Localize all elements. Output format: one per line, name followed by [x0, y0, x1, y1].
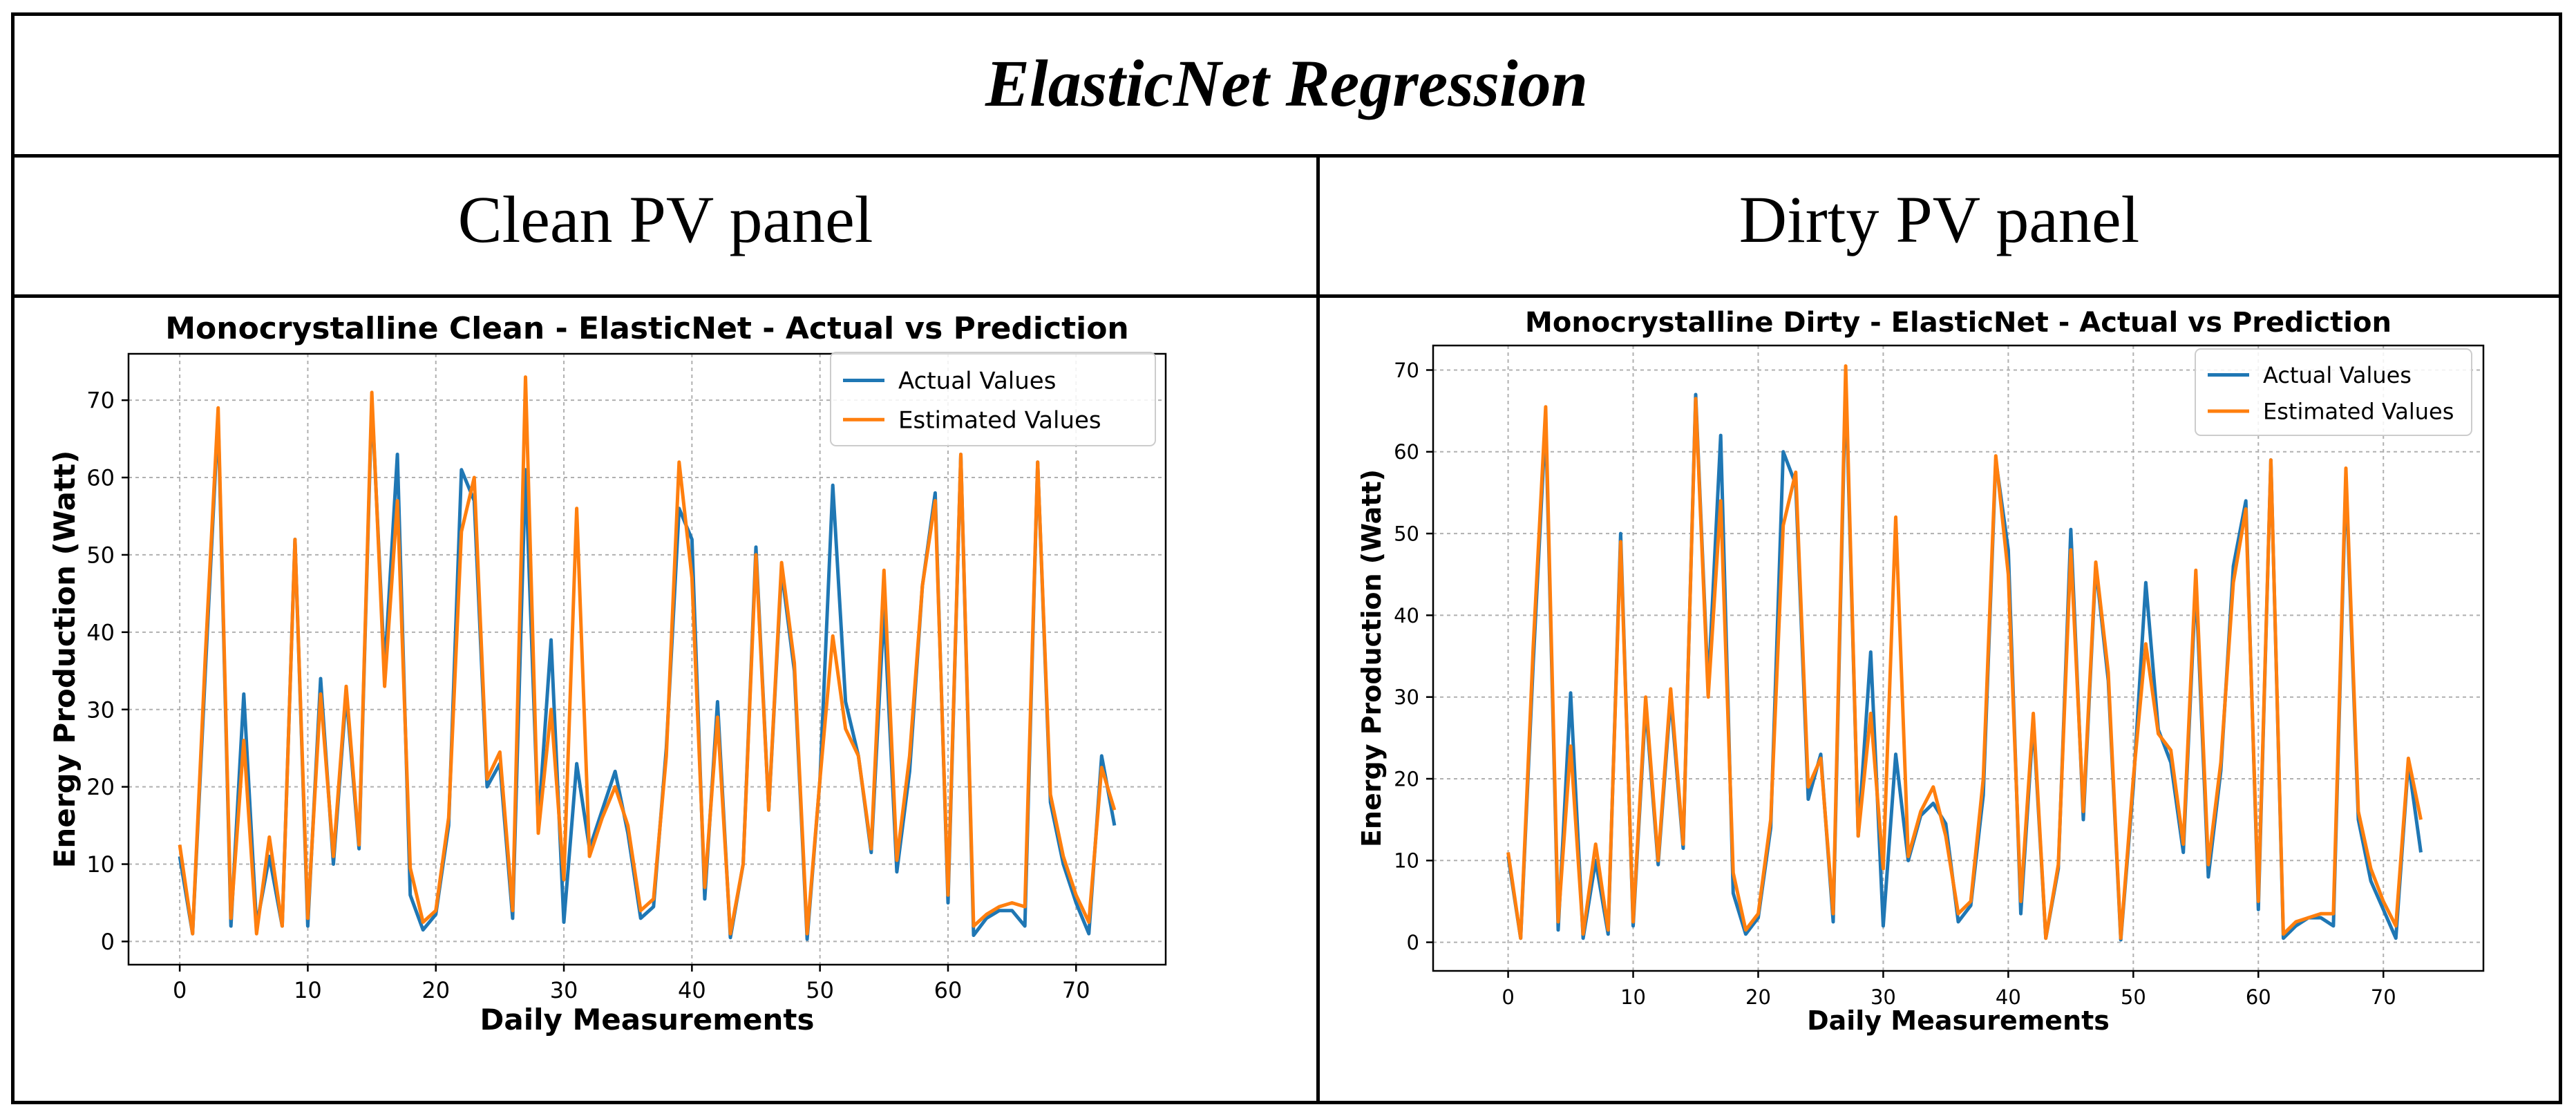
x-tick-label: 20 [1745, 985, 1771, 1009]
y-tick-label: 30 [1394, 685, 1419, 709]
x-tick-label: 70 [2371, 985, 2396, 1009]
plot-frame [1432, 344, 2485, 972]
y-tick-label: 60 [1394, 440, 1419, 464]
x-tick-label: 0 [173, 977, 187, 1003]
y-tick-label: 40 [1394, 604, 1419, 627]
y-tick-label: 50 [1394, 522, 1419, 546]
x-tick-label: 60 [2246, 985, 2271, 1009]
y-tick-label: 20 [1394, 767, 1419, 791]
series-line-estimated [178, 375, 1117, 936]
x-axis-label: Daily Measurements [480, 1003, 815, 1037]
dirty-panel-chart: 0 10 20 30 40 50 60 70 0 10 20 30 40 50 60 70 Monocrysta… [1356, 307, 2485, 1036]
legend-label-estimated: Estimated Values [2263, 399, 2454, 425]
x-tick-label: 50 [2121, 985, 2146, 1009]
legend-box [830, 352, 1156, 446]
x-tick-label: 10 [1620, 985, 1646, 1009]
clean-panel-chart: 0 10 20 30 40 50 60 70 0 10 20 30 40 50 60 70 Monocrysta… [48, 311, 1167, 1037]
y-tick-label: 20 [86, 774, 115, 800]
x-tick-label: 60 [934, 977, 963, 1003]
heading-divider [15, 294, 2559, 298]
y-tick-label: 10 [1394, 849, 1419, 873]
x-tick-label: 40 [1996, 985, 2021, 1009]
chart-title: Monocrystalline Dirty - ElasticNet - Act… [1525, 307, 2392, 339]
y-tick-label: 40 [86, 619, 115, 645]
x-tick-label: 10 [294, 977, 322, 1003]
legend-label-actual: Actual Values [898, 368, 1056, 395]
comparison-table: ElasticNet Regression Clean PV panel Dir… [11, 12, 2562, 1104]
column-divider [1316, 154, 1320, 1104]
y-tick-label: 70 [1394, 359, 1419, 382]
y-tick-label: 0 [1407, 931, 1419, 954]
y-tick-label: 70 [86, 388, 115, 414]
x-tick-label: 50 [806, 977, 834, 1003]
y-tick-label: 10 [86, 851, 115, 878]
y-tick-label: 60 [86, 465, 115, 491]
series-line-actual [178, 398, 1117, 941]
legend-box [2195, 348, 2472, 436]
x-tick-label: 40 [678, 977, 706, 1003]
x-tick-label: 30 [550, 977, 578, 1003]
y-tick-label: 30 [86, 697, 115, 723]
x-tick-label: 30 [1871, 985, 1896, 1009]
plot-frame [127, 352, 1167, 966]
table-title: ElasticNet Regression [985, 46, 1588, 120]
left-column-heading: Clean PV panel [457, 182, 873, 256]
series-line-estimated [1506, 364, 2423, 940]
series-line-actual [1506, 376, 2423, 942]
chart-title: Monocrystalline Clean - ElasticNet - Act… [165, 311, 1129, 346]
y-tick-label: 50 [86, 542, 115, 568]
y-tick-label: 0 [101, 929, 115, 955]
legend-label-estimated: Estimated Values [898, 406, 1101, 434]
legend: Actual Values Estimated Values [830, 352, 1156, 446]
x-tick-label: 0 [1502, 985, 1514, 1009]
title-divider [15, 154, 2559, 158]
x-axis-label: Daily Measurements [1807, 1005, 2110, 1036]
y-axis-label: Energy Production (Watt) [48, 451, 82, 869]
legend-label-actual: Actual Values [2263, 362, 2412, 388]
y-axis-label: Energy Production (Watt) [1356, 469, 1387, 847]
x-tick-label: 20 [422, 977, 450, 1003]
right-column-heading: Dirty PV panel [1739, 182, 2140, 256]
x-tick-label: 70 [1062, 977, 1090, 1003]
legend: Actual Values Estimated Values [2195, 348, 2472, 436]
